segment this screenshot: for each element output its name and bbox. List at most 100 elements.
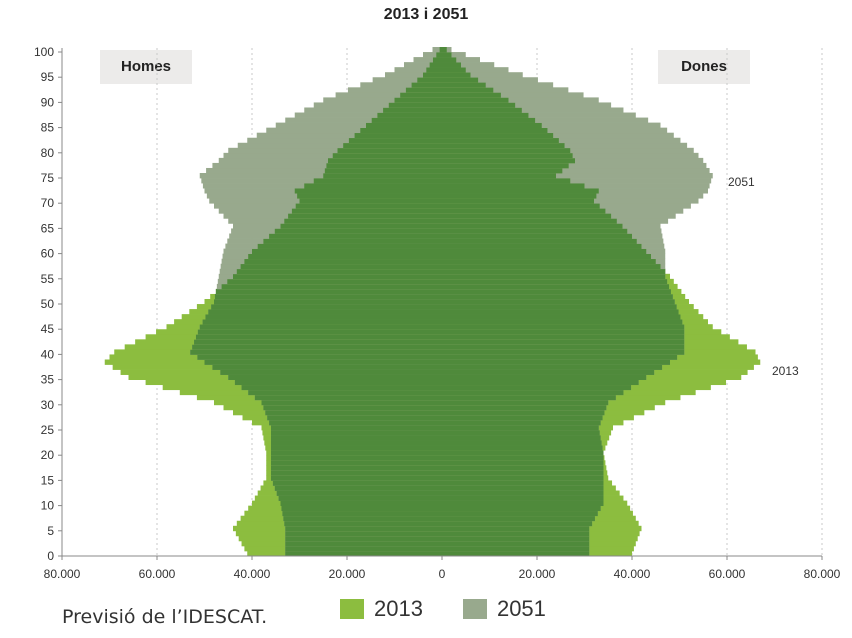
bar-overlap-women <box>442 228 627 233</box>
bar-overlap-women <box>442 299 675 304</box>
bar-overlap-women <box>442 92 501 97</box>
bar-overlap-women <box>442 450 604 455</box>
bar-overlap-men <box>292 208 442 213</box>
bar-overlap-men <box>372 118 442 123</box>
bar-overlap-women <box>442 470 604 475</box>
legend-swatch-2013 <box>340 599 364 619</box>
legend-item-2013: 2013 <box>340 596 423 622</box>
bar-overlap-women <box>442 239 637 244</box>
bar-overlap-women <box>442 541 589 546</box>
bar-overlap-men <box>281 501 443 506</box>
bar-overlap-women <box>442 511 598 516</box>
bar-overlap-men <box>198 329 442 334</box>
bar-overlap-men <box>248 390 442 395</box>
bar-overlap-men <box>263 405 442 410</box>
bar-overlap-men <box>366 123 442 128</box>
bar-overlap-men <box>271 435 442 440</box>
bar-overlap-men <box>296 203 442 208</box>
bar-overlap-women <box>442 536 589 541</box>
x-tick-label: 80.000 <box>44 567 81 581</box>
bar-overlap-men <box>214 299 442 304</box>
legend: 2013 2051 <box>340 596 572 622</box>
bar-overlap-women <box>442 445 603 450</box>
bar-overlap-men <box>208 309 442 314</box>
bar-overlap-men <box>248 254 442 259</box>
bar-overlap-men <box>338 148 443 153</box>
bar-overlap-women <box>442 118 535 123</box>
bar-overlap-men <box>406 87 442 92</box>
bar-overlap-women <box>442 480 604 485</box>
bar-overlap-women <box>442 82 486 87</box>
bar-overlap-men <box>285 546 442 551</box>
bar-overlap-men <box>271 470 442 475</box>
bar-overlap-women <box>442 319 682 324</box>
bar-overlap-women <box>442 309 679 314</box>
bar-overlap-women <box>442 435 601 440</box>
bar-overlap-women <box>442 218 617 223</box>
bar-overlap-men <box>203 319 442 324</box>
y-tick-label: 50 <box>41 297 55 311</box>
y-tick-label: 70 <box>41 196 55 210</box>
y-tick-label: 65 <box>41 221 55 235</box>
bar-overlap-men <box>222 284 442 289</box>
bar-overlap-women <box>442 324 684 329</box>
bar-overlap-women <box>442 97 509 102</box>
bar-overlap-men <box>300 198 443 203</box>
men-label: Homes <box>121 58 171 75</box>
bar-overlap-women <box>442 284 669 289</box>
bar-overlap-women <box>442 254 651 259</box>
bar-overlap-women <box>442 102 515 107</box>
bar-overlap-women <box>442 359 670 364</box>
legend-label-2051: 2051 <box>497 596 546 622</box>
bar-overlap-women <box>442 304 677 309</box>
bar-overlap-women <box>442 410 604 415</box>
bar-overlap-men <box>279 496 442 501</box>
bar-overlap-women <box>442 193 596 198</box>
bar-overlap-women <box>442 400 608 405</box>
y-tick-label: 35 <box>41 373 55 387</box>
bar-overlap-women <box>442 264 661 269</box>
bar-overlap-women <box>442 223 623 228</box>
bar-overlap-women <box>442 138 559 143</box>
bar-overlap-men <box>271 475 442 480</box>
y-tick-label: 5 <box>47 524 54 538</box>
bar-overlap-men <box>277 491 442 496</box>
bar-overlap-women <box>442 395 616 400</box>
y-tick-label: 15 <box>41 473 55 487</box>
bar-overlap-men <box>271 455 442 460</box>
x-tick-label: 40.000 <box>614 567 651 581</box>
annotation-2013: 2013 <box>772 364 799 378</box>
bar-overlap-women <box>442 415 603 420</box>
bar-overlap-men <box>205 314 442 319</box>
y-tick-label: 75 <box>41 171 55 185</box>
bar-overlap-men <box>271 425 442 430</box>
bar-overlap-men <box>323 173 442 178</box>
y-tick-label: 90 <box>41 95 55 109</box>
bar-overlap-women <box>442 153 573 158</box>
x-tick-label: 20.000 <box>519 567 556 581</box>
bar-overlap-women <box>442 465 604 470</box>
bar-overlap-women <box>442 329 684 334</box>
bar-overlap-men <box>197 354 442 359</box>
bar-overlap-women <box>442 526 589 531</box>
bar-overlap-women <box>442 113 528 118</box>
bar-overlap-women <box>442 123 542 128</box>
bar-overlap-women <box>442 501 604 506</box>
bar-overlap-women <box>442 314 680 319</box>
y-tick-label: 55 <box>41 272 55 286</box>
bar-overlap-women <box>442 173 556 178</box>
bar-overlap-women <box>442 506 601 511</box>
bar-overlap-men <box>430 62 442 67</box>
bar-overlap-men <box>220 370 442 375</box>
x-tick-label: 20.000 <box>329 567 366 581</box>
bar-overlap-men <box>267 415 442 420</box>
y-tick-label: 25 <box>41 423 55 437</box>
bar-overlap-men <box>244 259 442 264</box>
bar-overlap-women <box>442 188 599 193</box>
bar-overlap-men <box>271 460 442 465</box>
bar-overlap-men <box>212 365 442 370</box>
bar-overlap-men <box>215 294 442 299</box>
bar-overlap-women <box>442 158 575 163</box>
bar-overlap-women <box>442 47 447 52</box>
bar-overlap-men <box>282 511 442 516</box>
